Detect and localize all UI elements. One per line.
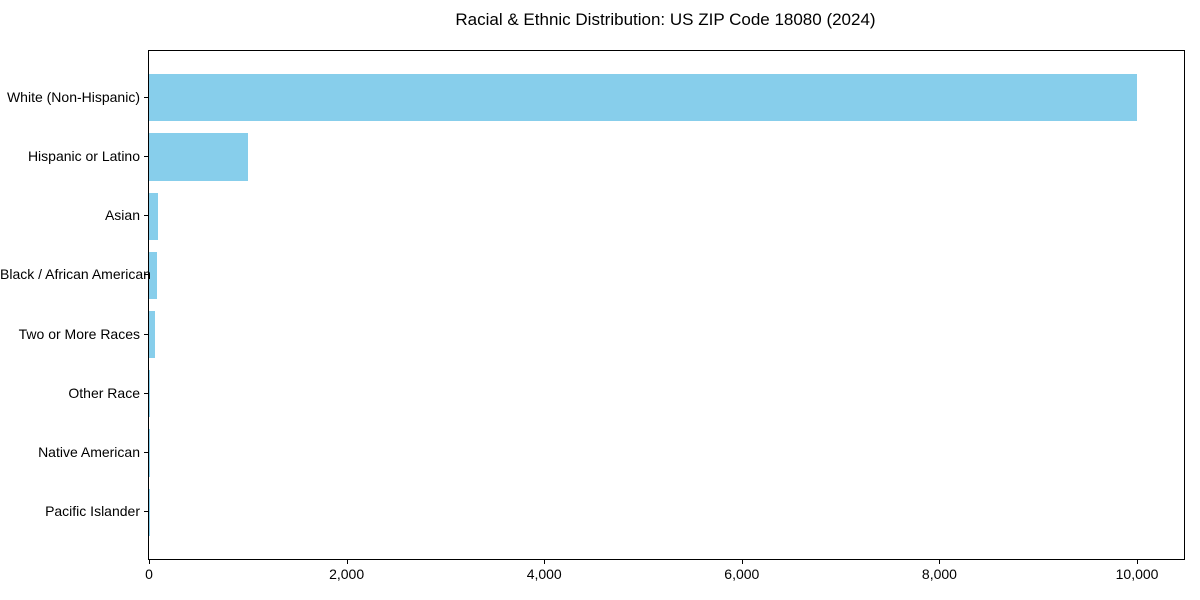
- y-tick-label: White (Non-Hispanic): [6, 88, 140, 105]
- y-tick-label: Pacific Islander: [45, 503, 140, 520]
- plot-area: [148, 50, 1185, 560]
- bar-hispanic-or-latino: [149, 133, 248, 181]
- x-tick-label: 6,000: [724, 566, 760, 582]
- x-tick-label: 4,000: [526, 566, 562, 582]
- chart-title: Racial & Ethnic Distribution: US ZIP Cod…: [455, 10, 876, 29]
- y-tick-mark: [144, 333, 148, 335]
- y-tick-label: Other Race: [68, 384, 140, 401]
- y-tick-label: Black / African American: [0, 266, 151, 283]
- x-tick-label: 2,000: [329, 566, 365, 582]
- y-tick-label: Hispanic or Latino: [27, 147, 140, 164]
- x-tick-label: 10,000: [1115, 566, 1159, 582]
- y-tick-mark: [144, 511, 148, 513]
- y-tick-label: Native American: [38, 444, 140, 461]
- bar-two-or-more-races: [149, 310, 155, 359]
- x-tick-mark: [741, 560, 743, 564]
- x-tick-mark: [544, 560, 546, 564]
- y-tick-mark: [144, 452, 148, 454]
- y-tick-mark: [144, 274, 148, 276]
- bar-white-non-hispanic: [149, 74, 1138, 122]
- bar-other-race: [149, 370, 150, 418]
- x-tick-label: 0: [145, 566, 153, 582]
- x-tick-label: 8,000: [921, 566, 957, 582]
- bar-black-african-american: [149, 251, 158, 300]
- y-tick-label: Asian: [104, 207, 140, 224]
- y-tick-mark: [144, 215, 148, 217]
- x-tick-mark: [1137, 560, 1139, 564]
- y-tick-mark: [144, 96, 148, 98]
- y-tick-mark: [144, 392, 148, 394]
- y-tick-label: Two or More Races: [18, 325, 140, 342]
- bar-asian: [149, 192, 158, 240]
- y-tick-mark: [144, 155, 148, 157]
- x-tick-mark: [939, 560, 941, 564]
- x-tick-mark: [346, 560, 348, 564]
- x-tick-mark: [149, 560, 150, 564]
